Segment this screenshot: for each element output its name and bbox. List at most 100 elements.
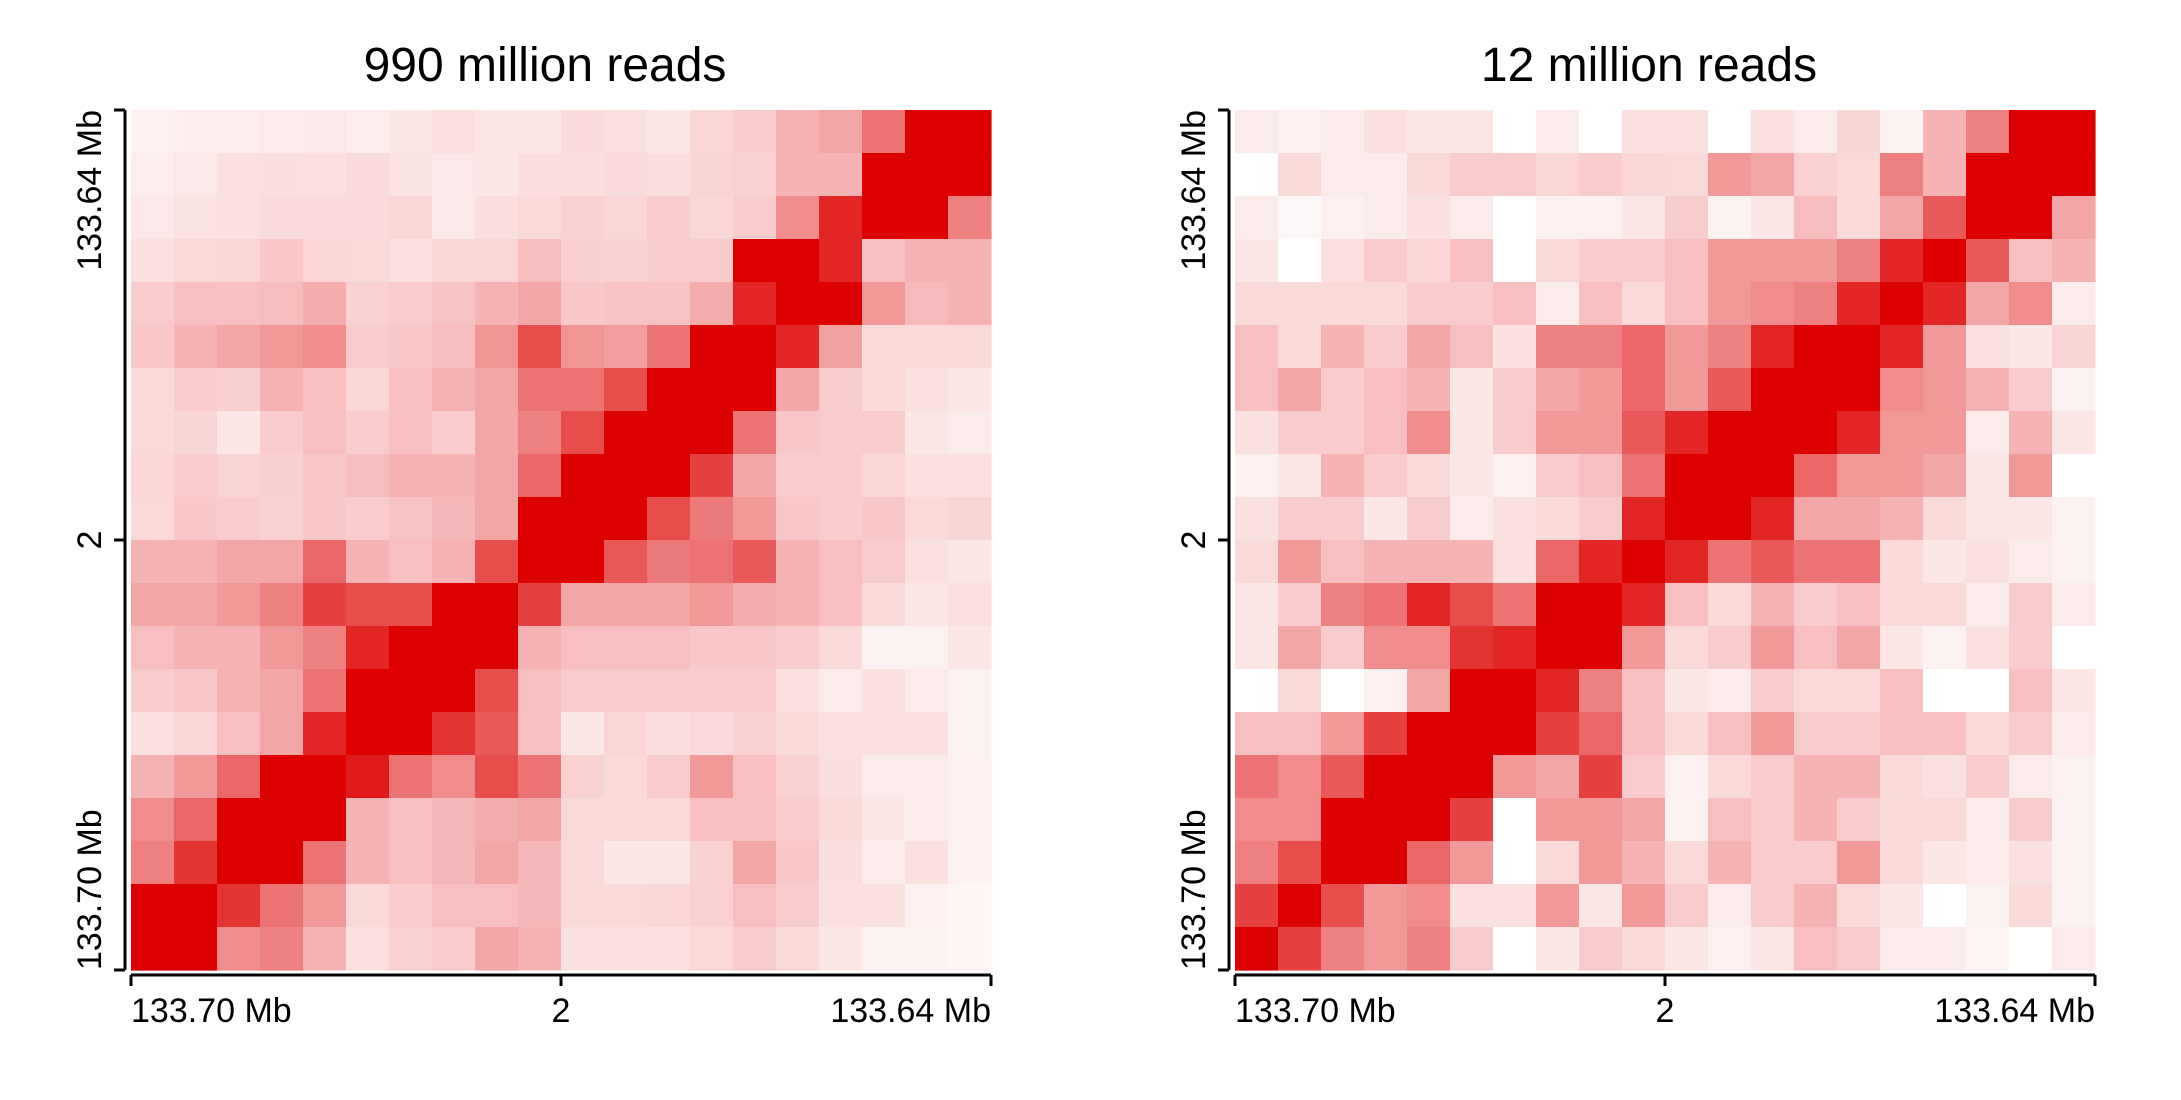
heatmap-cell <box>905 497 949 541</box>
heatmap-cell <box>432 110 476 154</box>
heatmap-cell <box>2009 884 2053 928</box>
heatmap-cell <box>604 454 648 498</box>
heatmap-cell <box>1364 196 1408 240</box>
heatmap-cell <box>518 798 562 842</box>
heatmap-cell <box>733 497 777 541</box>
heatmap-cell <box>1450 239 1494 283</box>
heatmap-cell <box>1665 368 1709 412</box>
heatmap-cell <box>518 669 562 713</box>
heatmap-cell <box>346 669 390 713</box>
heatmap-cell <box>1665 411 1709 455</box>
heatmap-cell <box>819 798 863 842</box>
heatmap-cell <box>1278 239 1322 283</box>
heatmap-cell <box>432 583 476 627</box>
heatmap-cell <box>518 196 562 240</box>
heatmap-cell <box>432 153 476 197</box>
heatmap-cell <box>561 583 605 627</box>
heatmap-cell <box>1622 755 1666 799</box>
heatmap-cell <box>303 325 347 369</box>
heatmap-cell <box>1966 841 2010 885</box>
heatmap-cell <box>174 282 218 326</box>
heatmap-cell <box>1364 884 1408 928</box>
heatmap-cell <box>690 626 734 670</box>
heatmap-cell <box>776 454 820 498</box>
heatmap-cell <box>174 755 218 799</box>
heatmap-cell <box>260 927 304 971</box>
heatmap-cell <box>217 755 261 799</box>
heatmap-cell <box>1923 454 1967 498</box>
heatmap-cell <box>1321 454 1365 498</box>
heatmap-cell <box>475 712 519 756</box>
heatmap-cell <box>1493 626 1537 670</box>
heatmap-cell <box>217 411 261 455</box>
heatmap-cell <box>1493 540 1537 584</box>
heatmap-cell <box>905 110 949 154</box>
heatmap-cell <box>1493 927 1537 971</box>
heatmap-cell <box>561 712 605 756</box>
heatmap-cell <box>2009 497 2053 541</box>
heatmap-cell <box>1579 282 1623 326</box>
heatmap-cell <box>217 497 261 541</box>
heatmap-cell <box>2009 583 2053 627</box>
heatmap-cell <box>1407 540 1451 584</box>
heatmap-cell <box>561 282 605 326</box>
heatmap-cell <box>1278 153 1322 197</box>
heatmap-cell <box>647 841 691 885</box>
heatmap-cell <box>1880 153 1924 197</box>
heatmap-cell <box>475 669 519 713</box>
heatmap-cell <box>346 583 390 627</box>
heatmap-cell <box>131 583 175 627</box>
heatmap-cell <box>2009 841 2053 885</box>
heatmap-cell <box>1536 927 1580 971</box>
heatmap-cell <box>862 196 906 240</box>
heatmap-cell <box>1880 841 1924 885</box>
heatmap-cell <box>905 669 949 713</box>
y-tick-label: 133.64 Mb <box>1175 110 1213 271</box>
heatmap-cell <box>948 841 992 885</box>
heatmap-cell <box>432 411 476 455</box>
heatmap-cell <box>260 884 304 928</box>
heatmap-cell <box>1235 798 1279 842</box>
heatmap-cell <box>131 669 175 713</box>
heatmap-cell <box>475 368 519 412</box>
heatmap-cell <box>1923 841 1967 885</box>
heatmap-cell <box>905 583 949 627</box>
heatmap-cell <box>1407 755 1451 799</box>
heatmap-cell <box>561 153 605 197</box>
heatmap-cell <box>432 239 476 283</box>
heatmap-cell <box>1794 583 1838 627</box>
heatmap-cell <box>1579 712 1623 756</box>
heatmap-cell <box>1751 368 1795 412</box>
heatmap-cell <box>1450 755 1494 799</box>
heatmap-cell <box>432 540 476 584</box>
heatmap-cell <box>2009 626 2053 670</box>
heatmap-cell <box>647 110 691 154</box>
heatmap-cell <box>561 755 605 799</box>
heatmap-cell <box>1235 583 1279 627</box>
heatmap-cell <box>561 454 605 498</box>
heatmap-cell <box>1966 110 2010 154</box>
heatmap-cell <box>174 798 218 842</box>
heatmap-cell <box>819 153 863 197</box>
heatmap-cell <box>862 798 906 842</box>
heatmap-cell <box>1880 325 1924 369</box>
heatmap-cell <box>647 411 691 455</box>
heatmap-cell <box>1880 884 1924 928</box>
heatmap-cell <box>733 755 777 799</box>
heatmap-cell <box>948 755 992 799</box>
heatmap-cell <box>1665 884 1709 928</box>
heatmap-cell <box>1450 540 1494 584</box>
heatmap-cell <box>647 454 691 498</box>
heatmap-cell <box>1837 239 1881 283</box>
heatmap-cell <box>389 626 433 670</box>
heatmap-cell <box>1837 669 1881 713</box>
heatmap-cell <box>389 282 433 326</box>
heatmap-cell <box>131 712 175 756</box>
heatmap-cell <box>217 540 261 584</box>
heatmap-cell <box>174 669 218 713</box>
heatmap-cell <box>217 626 261 670</box>
heatmap-cell <box>776 540 820 584</box>
heatmap-cell <box>1321 669 1365 713</box>
heatmap-cell <box>1536 454 1580 498</box>
heatmap-cell <box>1364 626 1408 670</box>
